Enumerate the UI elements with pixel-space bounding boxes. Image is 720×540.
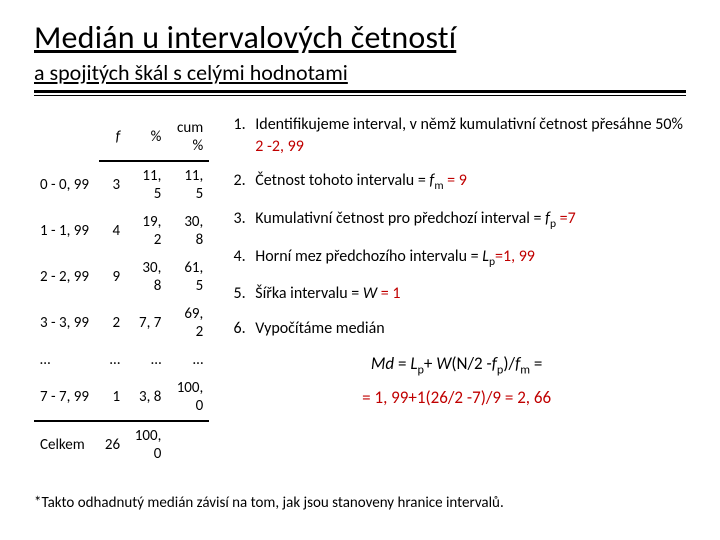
table-row: 2 - 2, 99930, 861, 5: [34, 254, 209, 300]
slide: Medián u intervalových četností a spojit…: [0, 0, 720, 540]
title-rules: [34, 90, 686, 96]
formula-line-1: Md = Lp+ W(N/2 -fp)/fm =: [227, 353, 686, 377]
list-item: Identifikujeme interval, v němž kumulati…: [249, 114, 686, 157]
th-pct: %: [126, 114, 167, 161]
slide-title: Medián u intervalových četností: [34, 18, 686, 57]
formula-line-2: = 1, 99+1(26/2 -7)/9 = 2, 66: [227, 387, 686, 408]
content-row: f % cum % 0 - 0, 99311, 511, 5 1 - 1, 99…: [34, 114, 686, 468]
table-row: …………: [34, 346, 209, 374]
footnote: *Takto odhadnutý medián závisí na tom, j…: [34, 494, 504, 512]
list-item: Šířka intervalu = W = 1: [249, 283, 686, 305]
list-item: Kumulativní četnost pro předchozí interv…: [249, 208, 686, 233]
steps-col: Identifikujeme interval, v němž kumulati…: [227, 114, 686, 468]
table-row-total: Celkem26100, 0: [34, 421, 209, 468]
th-cum: cum %: [167, 114, 209, 161]
table-row: 3 - 3, 9927, 769, 2: [34, 300, 209, 346]
table-row: 0 - 0, 99311, 511, 5: [34, 161, 209, 208]
th-blank: [34, 114, 99, 161]
formula-block: Md = Lp+ W(N/2 -fp)/fm = = 1, 99+1(26/2 …: [227, 353, 686, 408]
list-item: Četnost tohoto intervalu = fm = 9: [249, 170, 686, 195]
table-row: 7 - 7, 9913, 8100, 0: [34, 374, 209, 421]
th-f: f: [99, 114, 126, 161]
slide-subtitle: a spojitých škál s celými hodnotami: [34, 59, 686, 86]
list-item: Vypočítáme medián: [249, 318, 686, 340]
list-item: Horní mez předchozího intervalu = Lp=1, …: [249, 246, 686, 271]
frequency-table: f % cum % 0 - 0, 99311, 511, 5 1 - 1, 99…: [34, 114, 209, 468]
steps-list: Identifikujeme interval, v němž kumulati…: [227, 114, 686, 340]
table-row: 1 - 1, 99419, 230, 8: [34, 208, 209, 254]
